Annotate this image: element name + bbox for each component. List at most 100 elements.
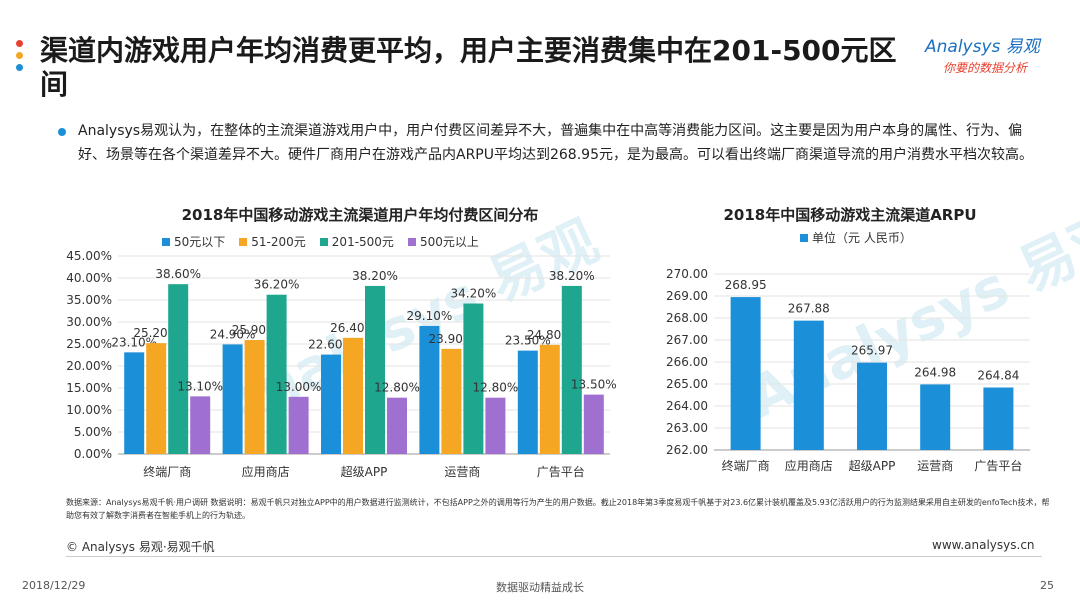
chart1-data-label: 25.20%: [133, 326, 179, 340]
chart2-ytick: 269.00: [666, 289, 708, 303]
logo-brand: Analysys 易观: [925, 37, 1040, 57]
chart1-bar: [222, 344, 243, 454]
chart1-bar: [343, 337, 363, 454]
chart2-bar: [793, 320, 824, 450]
analysys-logo: Analysys 易观 你要的数据分析: [925, 32, 1065, 76]
chart1-bar: [419, 325, 440, 454]
chart1-bar: [463, 303, 484, 454]
chart1-bar: [288, 396, 309, 454]
chart2-ytick: 266.00: [666, 355, 708, 369]
chart2-xtick: 广告平台: [974, 458, 1022, 473]
chart1-data-label: 22.60%: [308, 338, 354, 352]
chart1-legend-item-0: 50元以下: [162, 233, 225, 250]
chart1-legend-label-3: 500元以上: [419, 235, 479, 249]
chart1-xtick: 终端厂商: [143, 464, 191, 479]
chart2-bar: [857, 362, 887, 450]
chart2-title: 2018年中国移动游戏主流渠道ARPU: [723, 206, 977, 224]
chart1-bar: [441, 348, 462, 454]
chart2-xtick: 终端厂商: [722, 458, 770, 473]
chart1-bar: [244, 340, 265, 454]
chart1-svg: 0.00% 5.00% 10.00% 15.00% 20.00% 25.00% 30.00%…: [66, 249, 617, 479]
chart1-data-label: 23.90%: [429, 332, 475, 346]
chart1-data-label: 34.20%: [451, 287, 497, 301]
chart2-ytick: 267.00: [666, 333, 708, 347]
chart2-ytick: 263.00: [666, 421, 708, 435]
footer-tagline: 数据驱动精益成长: [496, 581, 584, 594]
chart1-legend-swatch-2: [319, 237, 328, 246]
chart2-data-label: 264.84: [977, 369, 1019, 383]
chart2-legend-swatch-0: [800, 233, 808, 242]
chart1-ytick: 15.00%: [66, 381, 112, 395]
chart2-ytick: 264.00: [666, 399, 708, 413]
chart1-bar: [321, 354, 341, 454]
chart1-bar: [124, 352, 145, 454]
chart2-data-label: 267.88: [788, 302, 830, 316]
chart1-legend-swatch-3: [407, 237, 416, 246]
chart1-bar: [583, 394, 604, 454]
chart1-bar: [168, 284, 189, 454]
chart2-data-label: 264.98: [914, 365, 956, 379]
chart1-ytick: 0.00%: [74, 447, 112, 461]
chart1-data-label: 36.20%: [254, 278, 300, 292]
chart1-legend-label-2: 201-500元: [331, 235, 394, 249]
chart1-legend-item-1: 51-200元: [239, 233, 306, 250]
chart1-data-label: 38.60%: [155, 267, 201, 281]
chart1-bar: [365, 285, 385, 454]
chart2-ytick: 268.00: [666, 311, 708, 325]
chart1-legend-swatch-1: [239, 237, 248, 246]
chart1-data-label: 24.90%: [210, 327, 256, 341]
website-link[interactable]: www.analysys.cn: [932, 538, 1035, 552]
chart1-data-label: 25.90%: [232, 323, 278, 337]
chart1-ytick: 20.00%: [66, 359, 112, 373]
chart1-data-label: 38.20%: [549, 269, 595, 283]
chart1-ytick: 35.00%: [66, 293, 112, 307]
chart2-data-label: 265.97: [851, 344, 893, 358]
chart1-legend: 50元以下 51-200元 201-500元 500元以上: [162, 233, 479, 250]
chart1-bar: [561, 285, 582, 454]
chart1-data-label: 12.80%: [374, 381, 420, 395]
chart1-bar: [190, 396, 211, 454]
bullet-icon: [58, 128, 66, 136]
chart1-bar: [485, 397, 506, 454]
chart1-data-label: 38.20%: [352, 269, 398, 283]
chart1-xtick: 运营商: [444, 464, 480, 479]
chart1-data-label: 26.40%: [330, 321, 376, 335]
chart1-data-label: 13.50%: [571, 378, 617, 392]
chart1-ytick: 45.00%: [66, 249, 112, 263]
footer-divider: [66, 556, 1042, 557]
chart1-data-label: 29.10%: [407, 309, 453, 323]
chart2-legend: 单位（元 人民币）: [800, 229, 912, 246]
logo-tagline: 你要的数据分析: [943, 61, 1028, 75]
chart1-ytick: 10.00%: [66, 403, 112, 417]
dot-orange: [16, 52, 23, 59]
dot-red: [16, 40, 23, 47]
chart2-xtick: 超级APP: [849, 458, 896, 473]
chart1-legend-swatch-0: [162, 237, 170, 246]
chart1-bar: [146, 343, 167, 454]
chart2-bar: [920, 384, 951, 450]
title-dots: [16, 40, 26, 76]
chart1-ytick: 40.00%: [66, 271, 112, 285]
chart1-title: 2018年中国移动游戏主流渠道用户年均付费区间分布: [181, 206, 539, 224]
page-title: 渠道内游戏用户年均消费更平均，用户主要消费集中在201-500元区间: [40, 34, 897, 101]
chart1-ytick: 30.00%: [66, 315, 112, 329]
chart2-ytick: 262.00: [666, 443, 708, 457]
page-number: 25: [1040, 579, 1054, 592]
chart2-bar: [730, 297, 761, 450]
chart2-svg: 262.00 263.00 264.00 265.00 266.00 267.00 268.…: [666, 267, 1030, 473]
chart1-ytick: 25.00%: [66, 337, 112, 351]
chart1-data-label: 24.80%: [527, 328, 573, 342]
chart1-bar: [539, 344, 560, 454]
dot-blue: [16, 64, 23, 71]
chart1-ytick: 5.00%: [74, 425, 112, 439]
chart1-data-label: 23.10%: [111, 335, 157, 349]
chart1-legend-label-0: 50元以下: [174, 235, 226, 249]
chart1-data-label: 23.50%: [505, 334, 551, 348]
chart2-legend-item-0: 单位（元 人民币）: [800, 229, 912, 246]
chart2-legend-label-0: 单位（元 人民币）: [812, 231, 912, 245]
chart1-legend-label-1: 51-200元: [251, 235, 306, 249]
chart1-xtick: 广告平台: [537, 464, 585, 479]
chart1-legend-item-3: 500元以上: [407, 233, 479, 250]
chart1-data-label: 12.80%: [473, 381, 519, 395]
chart1-bar: [517, 350, 538, 454]
